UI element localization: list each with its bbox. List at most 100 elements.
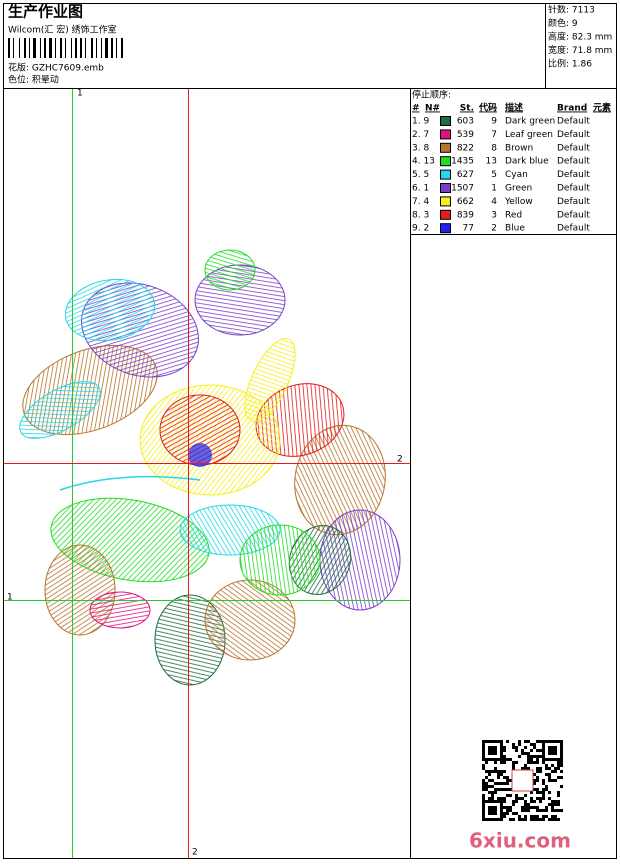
bar <box>111 38 113 58</box>
qr-cell <box>554 746 557 749</box>
qr-cell <box>497 776 500 779</box>
embroidery-region <box>89 591 151 629</box>
qr-cell <box>542 755 545 758</box>
qr-cell <box>515 749 518 752</box>
qr-cell <box>488 758 491 761</box>
qr-cell <box>533 773 536 776</box>
flower-center <box>188 443 212 467</box>
qr-cell <box>482 812 485 815</box>
embroidery-region <box>64 278 156 342</box>
qr-cell <box>503 761 506 764</box>
color-swatch <box>440 183 451 193</box>
code: 13 <box>486 157 497 167</box>
qr-cell <box>524 740 527 743</box>
column-header: 元素 <box>593 102 611 114</box>
qr-cell <box>557 764 560 767</box>
qr-cell <box>539 797 542 800</box>
description: Green <box>505 184 532 194</box>
qr-cell <box>512 818 515 821</box>
qr-cell <box>545 815 548 818</box>
qr-cell <box>524 803 527 806</box>
title: 生产作业图 <box>8 3 83 21</box>
embroidery-design <box>19 249 401 686</box>
qr-cell <box>536 776 539 779</box>
qr-cell <box>542 743 545 746</box>
qr-cell <box>482 788 485 791</box>
code: 8 <box>491 143 497 153</box>
qr-cell <box>527 752 530 755</box>
qr-cell <box>542 752 545 755</box>
qr-cell <box>500 761 503 764</box>
qr-cell <box>488 800 491 803</box>
qr-cell <box>542 794 545 797</box>
qr-cell <box>560 752 563 755</box>
bar <box>65 38 66 58</box>
qr-cell <box>509 806 512 809</box>
qr-cell <box>560 740 563 743</box>
qr-cell <box>503 806 506 809</box>
qr-cell <box>509 794 512 797</box>
qr-cell <box>494 806 497 809</box>
qr-cell <box>527 809 530 812</box>
qr-cell <box>560 770 563 773</box>
border <box>3 3 617 859</box>
qr-cell <box>548 758 551 761</box>
qr-cell <box>557 767 560 770</box>
bar <box>75 38 77 58</box>
qr-cell <box>533 788 536 791</box>
qr-cell <box>524 806 527 809</box>
qr-cell <box>548 791 551 794</box>
qr-cell <box>491 812 494 815</box>
bar <box>8 38 10 58</box>
qr-cell <box>527 761 530 764</box>
qr-cell <box>542 779 545 782</box>
qr-cell <box>539 800 542 803</box>
qr-cell <box>554 809 557 812</box>
stitches: 1507 <box>451 184 474 194</box>
brand: Default <box>557 130 590 140</box>
row-index: 8. 3 <box>412 210 429 220</box>
qr-cell <box>539 770 542 773</box>
qr-cell <box>533 800 536 803</box>
qr-cell <box>491 818 494 821</box>
qr-cell <box>494 809 497 812</box>
qr-cell <box>548 767 551 770</box>
qr-cell <box>503 755 506 758</box>
code: 3 <box>491 210 497 220</box>
qr-cell <box>500 752 503 755</box>
color-position: 色位: 积晕动 <box>8 74 59 86</box>
qr-cell <box>503 797 506 800</box>
qr-cell <box>557 776 560 779</box>
qr-cell <box>554 770 557 773</box>
qr-cell <box>542 746 545 749</box>
bar <box>40 38 41 58</box>
qr-cell <box>497 782 500 785</box>
embroidery-region <box>19 381 101 439</box>
qr-cell <box>497 770 500 773</box>
row-index: 2. 7 <box>412 130 429 140</box>
bar <box>29 38 30 58</box>
qr-cell <box>542 797 545 800</box>
qr-cell <box>485 770 488 773</box>
qr-cell <box>491 791 494 794</box>
qr-cell <box>512 803 515 806</box>
qr-cell <box>500 749 503 752</box>
row-index: 6. 1 <box>412 184 429 194</box>
bar <box>24 38 26 58</box>
qr-cell <box>506 794 509 797</box>
qr-cell <box>533 782 536 785</box>
qr-cell <box>554 767 557 770</box>
qr-cell <box>521 806 524 809</box>
qr-cell <box>521 749 524 752</box>
qr-cell <box>488 812 491 815</box>
stitches: 822 <box>457 143 474 153</box>
qr-cell <box>548 752 551 755</box>
brand: Default <box>557 197 590 207</box>
description: Cyan <box>505 170 528 180</box>
stat: 针数: 7113 <box>548 4 595 16</box>
qr-cell <box>500 815 503 818</box>
qr-cell <box>482 803 485 806</box>
qr-cell <box>554 752 557 755</box>
